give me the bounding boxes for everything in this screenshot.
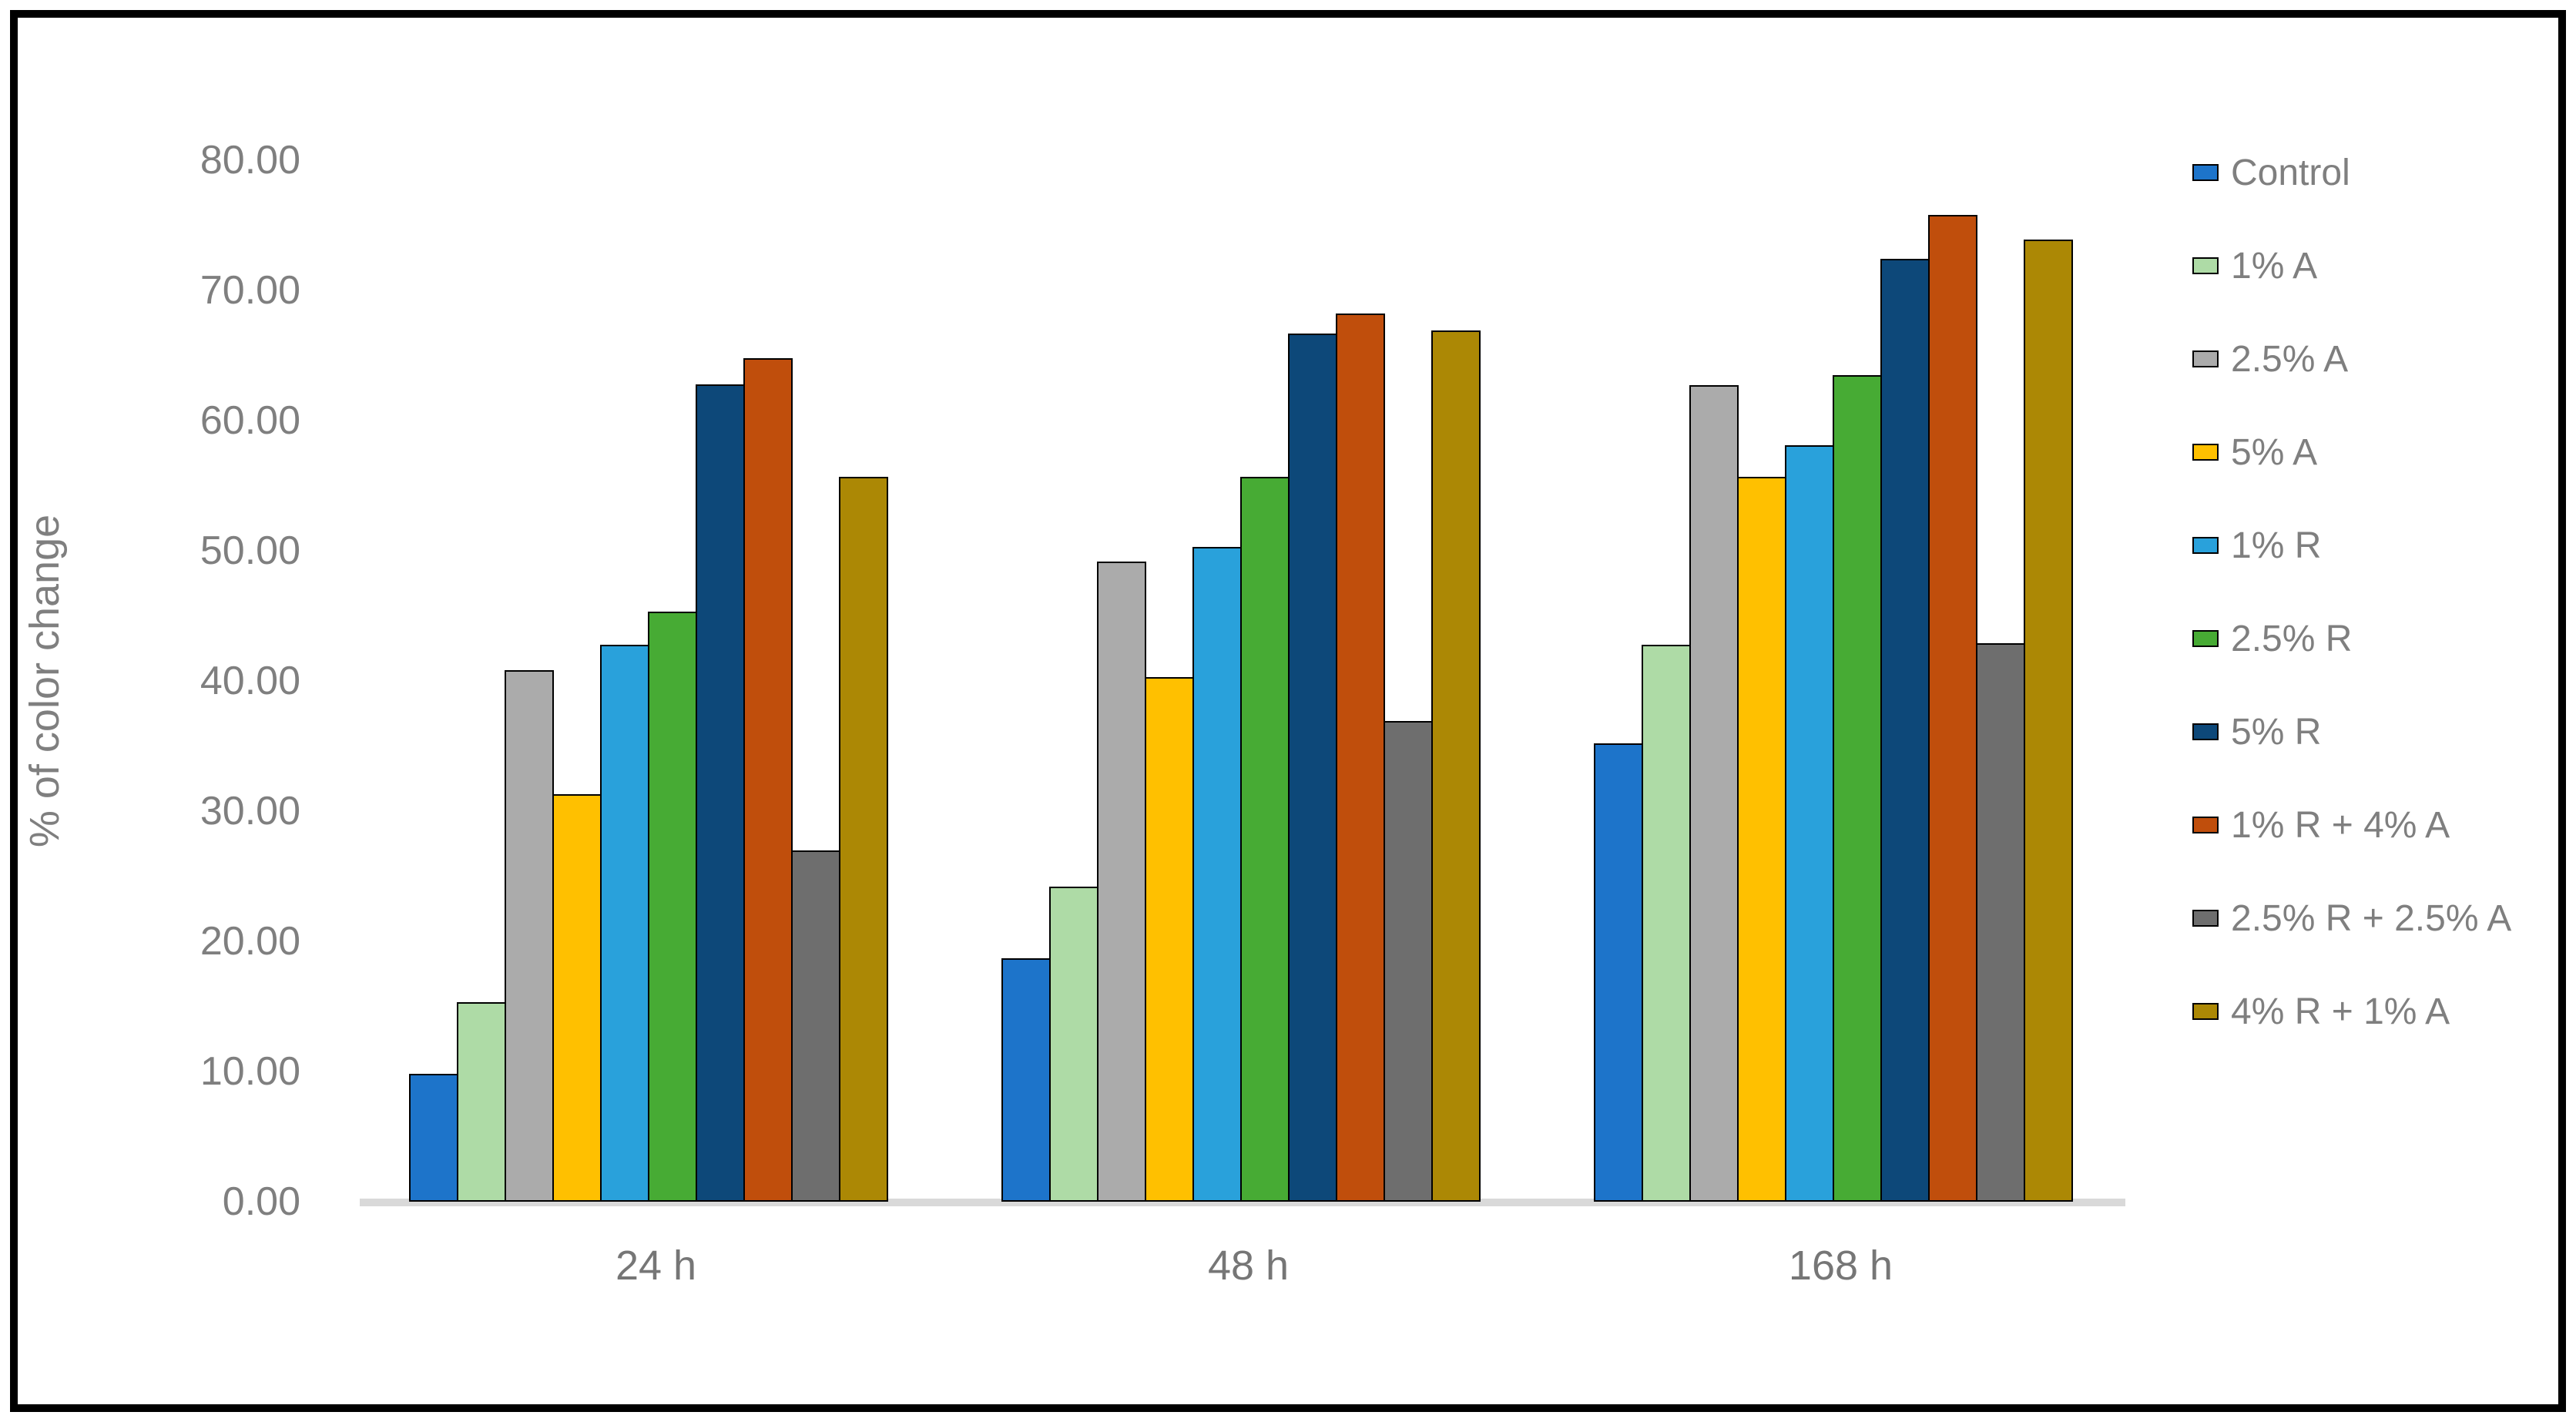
legend-swatch-icon [2192, 630, 2219, 647]
bar-24-h-control [408, 1074, 458, 1202]
legend-item-5-r: 5% R [2192, 710, 2511, 753]
bar-48-h-5-r [1287, 334, 1337, 1202]
legend-swatch-icon [2192, 1003, 2219, 1020]
legend-label: 5% R [2231, 711, 2322, 753]
bar-group-48-h [1001, 314, 1481, 1202]
bar-48-h-5-a [1144, 677, 1194, 1202]
y-tick-label-10: 10.00 [200, 1049, 300, 1094]
bar-group-168-h [1593, 215, 2073, 1202]
legend-swatch-icon [2192, 257, 2219, 274]
legend-label: 1% A [2231, 245, 2318, 287]
legend-swatch-icon [2192, 537, 2219, 554]
legend-swatch-icon [2192, 910, 2219, 927]
y-tick-label-0: 0.00 [222, 1179, 300, 1224]
bar-168-h-1-r-4-a [1927, 215, 1977, 1202]
legend-swatch-icon [2192, 164, 2219, 181]
legend-swatch-icon [2192, 350, 2219, 367]
legend-label: 1% R + 4% A [2231, 804, 2450, 846]
legend: Control 1% A 2.5% A 5% A 1% R 2.5% R 5% R 1% R … [2192, 151, 2511, 1083]
legend-item-1-r: 1% R [2192, 524, 2511, 567]
bar-168-h-2-5-r-2-5-a [1975, 643, 2025, 1202]
bar-24-h-5-a [552, 794, 602, 1202]
legend-swatch-icon [2192, 723, 2219, 740]
y-tick-label-30: 30.00 [200, 789, 300, 833]
bar-168-h-4-r-1-a [2023, 240, 2073, 1202]
bar-168-h-1-a [1641, 645, 1691, 1202]
y-tick-label-50: 50.00 [200, 528, 300, 573]
x-category-label-24-h: 24 h [615, 1243, 697, 1289]
legend-label: 5% A [2231, 431, 2318, 473]
bar-24-h-5-r [695, 384, 745, 1202]
legend-item-2-5-r-2-5-a: 2.5% R + 2.5% A [2192, 897, 2511, 940]
bar-168-h-2-5-a [1689, 385, 1739, 1202]
bar-168-h-2-5-r [1832, 375, 1882, 1202]
bar-24-h-1-r [599, 645, 649, 1202]
bar-24-h-2-5-r [647, 612, 697, 1202]
legend-item-4-r-1-a: 4% R + 1% A [2192, 990, 2511, 1033]
legend-swatch-icon [2192, 817, 2219, 833]
legend-item-control: Control [2192, 151, 2511, 194]
bar-168-h-5-r [1880, 259, 1930, 1202]
x-axis-line [360, 1199, 2125, 1206]
legend-item-2-5-a: 2.5% A [2192, 337, 2511, 381]
y-tick-label-60: 60.00 [200, 398, 300, 443]
legend-item-1-r-4-a: 1% R + 4% A [2192, 803, 2511, 847]
legend-label: Control [2231, 152, 2350, 193]
legend-item-2-5-r: 2.5% R [2192, 617, 2511, 660]
bar-48-h-4-r-1-a [1431, 330, 1481, 1202]
legend-label: 4% R + 1% A [2231, 991, 2450, 1032]
bar-168-h-5-a [1736, 477, 1786, 1202]
legend-label: 2.5% R [2231, 618, 2353, 659]
bar-group-24-h [408, 358, 888, 1202]
x-category-label-48-h: 48 h [1207, 1243, 1290, 1289]
y-tick-label-70: 70.00 [200, 268, 300, 313]
y-tick-label-20: 20.00 [200, 919, 300, 964]
bar-24-h-2-5-a [504, 670, 554, 1202]
bar-48-h-control [1001, 958, 1051, 1202]
x-category-label-168-h: 168 h [1788, 1243, 1893, 1289]
bar-24-h-4-r-1-a [838, 477, 888, 1202]
bar-48-h-2-5-r-2-5-a [1383, 721, 1433, 1202]
bar-24-h-1-r-4-a [743, 358, 793, 1202]
bar-48-h-2-5-a [1096, 562, 1146, 1202]
y-tick-label-40: 40.00 [200, 659, 300, 703]
bar-24-h-1-a [456, 1002, 506, 1202]
legend-swatch-icon [2192, 444, 2219, 461]
legend-label: 2.5% R + 2.5% A [2231, 897, 2512, 939]
bar-168-h-1-r [1784, 445, 1834, 1202]
y-tick-label-80: 80.00 [200, 138, 300, 183]
bar-48-h-2-5-r [1239, 477, 1290, 1202]
legend-label: 2.5% A [2231, 338, 2349, 380]
bar-48-h-1-a [1048, 887, 1098, 1202]
legend-item-1-a: 1% A [2192, 244, 2511, 287]
legend-label: 1% R [2231, 525, 2322, 566]
bar-168-h-control [1593, 743, 1643, 1202]
legend-item-5-a: 5% A [2192, 431, 2511, 474]
bar-24-h-2-5-r-2-5-a [790, 850, 840, 1202]
bar-48-h-1-r-4-a [1335, 314, 1385, 1202]
bar-48-h-1-r [1192, 547, 1242, 1202]
